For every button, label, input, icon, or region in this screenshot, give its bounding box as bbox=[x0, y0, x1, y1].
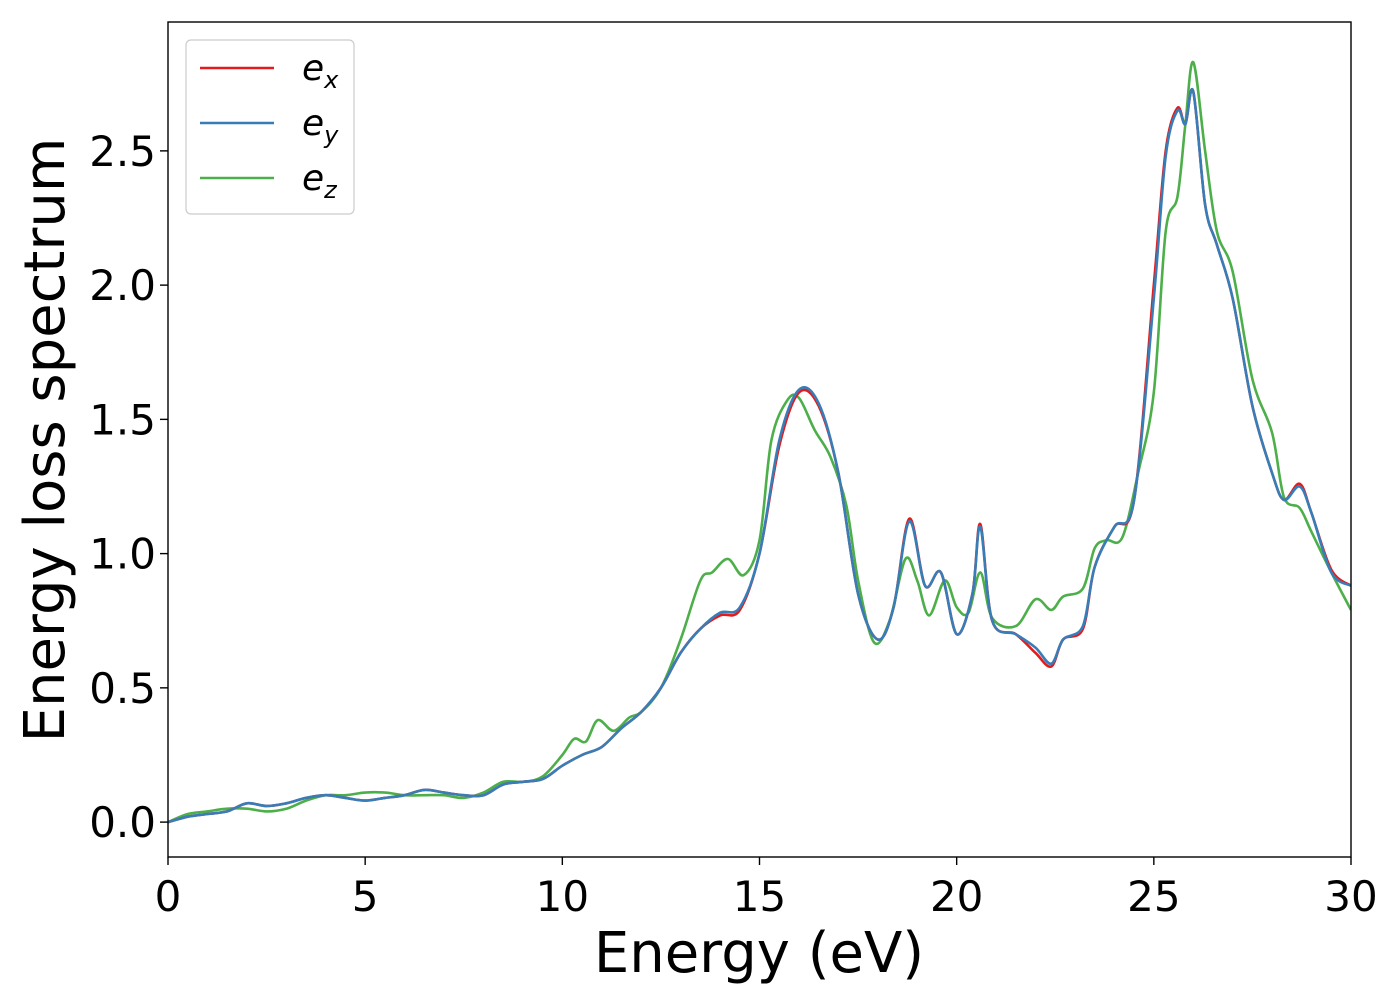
x-tick-label: 5 bbox=[352, 872, 379, 921]
legend-box bbox=[185, 39, 355, 215]
y-tick-label: 0.0 bbox=[89, 798, 156, 847]
legend-label-subscript: y bbox=[323, 121, 339, 149]
plot-area bbox=[168, 22, 1351, 857]
series-line-ey bbox=[168, 87, 1351, 824]
x-axis-label: Energy (eV) bbox=[594, 921, 924, 986]
y-axis-label: Energy loss spectrum bbox=[13, 138, 78, 743]
x-tick-label: 30 bbox=[1324, 872, 1377, 921]
y-tick-label: 2.5 bbox=[89, 127, 156, 176]
y-tick-label: 0.5 bbox=[89, 664, 156, 713]
x-tick-label: 10 bbox=[536, 872, 589, 921]
legend-label-ez: ez bbox=[302, 158, 338, 204]
y-tick-label: 2.0 bbox=[89, 261, 156, 310]
series-layer bbox=[168, 60, 1351, 824]
x-axis-ticks: 0 5 10 15 20 25 30 bbox=[155, 857, 1378, 921]
legend-label-base: e bbox=[302, 158, 324, 199]
legend-label-subscript: x bbox=[323, 66, 339, 94]
legend-label-ex: ex bbox=[302, 48, 339, 94]
legend-label-ey: ey bbox=[302, 103, 339, 149]
x-tick-label: 0 bbox=[155, 872, 182, 921]
y-tick-label: 1.5 bbox=[89, 395, 156, 444]
y-tick-label: 1.0 bbox=[89, 530, 156, 579]
x-tick-label: 25 bbox=[1127, 872, 1180, 921]
x-tick-label: 20 bbox=[930, 872, 983, 921]
x-tick-label: 15 bbox=[733, 872, 786, 921]
series-line-ez bbox=[168, 60, 1351, 824]
legend-label-base: e bbox=[302, 103, 324, 144]
legend-label-subscript: z bbox=[323, 176, 338, 204]
legend-label-base: e bbox=[302, 48, 324, 89]
y-axis-ticks: 0.0 0.5 1.0 1.5 2.0 2.5 bbox=[89, 127, 168, 847]
